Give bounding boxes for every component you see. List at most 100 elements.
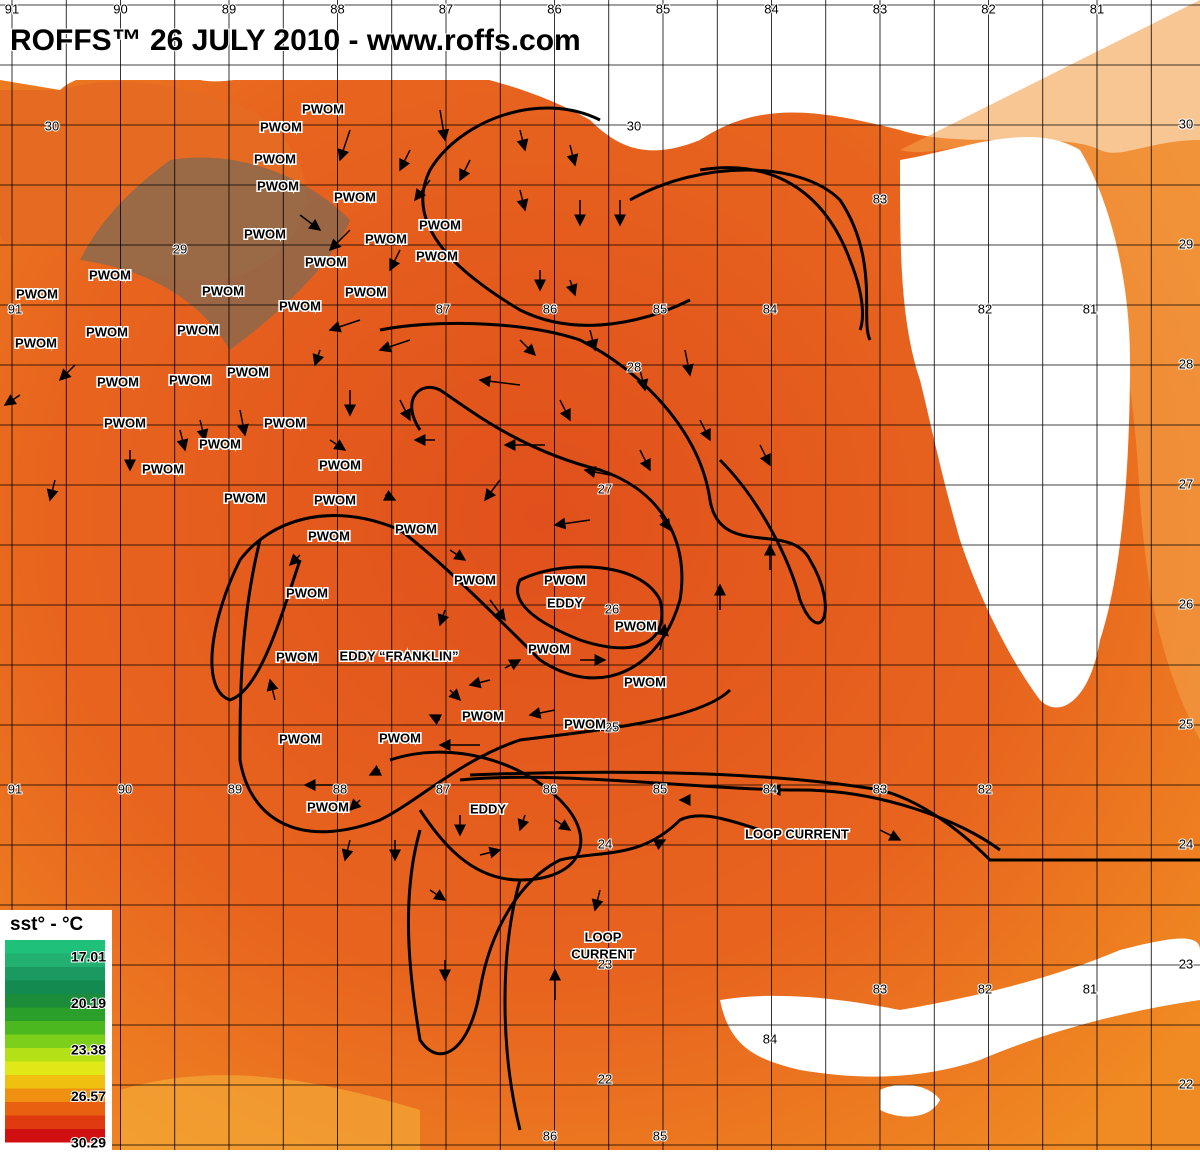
- loop-current: [469, 770, 1200, 862]
- legend-value: 17.01: [71, 949, 106, 965]
- current-arrow: [389, 249, 401, 272]
- front: [629, 168, 872, 341]
- longitude-label: 88: [330, 1, 344, 16]
- legend-band: [5, 1061, 105, 1075]
- annotation: PWOM: [365, 231, 407, 246]
- current-arrow: [639, 449, 651, 472]
- grid-label: 25: [605, 719, 619, 734]
- annotation: LOOP: [585, 929, 622, 944]
- current-arrow: [328, 319, 361, 333]
- grid-label: 81: [1083, 981, 1097, 996]
- current-arrow: [341, 839, 354, 862]
- annotation: CURRENT: [571, 946, 635, 961]
- current-arrow: [414, 179, 431, 202]
- grid-label: 86: [543, 1128, 557, 1143]
- annotation: PWOM: [308, 528, 350, 543]
- current-arrow: [399, 399, 411, 422]
- current-arrow: [3, 394, 21, 406]
- current-arrow: [559, 399, 571, 422]
- annotation: PWOM: [16, 286, 58, 301]
- grid-label: 84: [763, 781, 777, 796]
- legend-bands: 17.01 20.19 23.38 26.57 30.29: [5, 940, 107, 1152]
- legend-band: [5, 1007, 105, 1021]
- annotation: PWOM: [104, 415, 146, 430]
- grid-label: 82: [978, 781, 992, 796]
- latitude-label: 27: [1179, 476, 1193, 491]
- longitude-label: 81: [1090, 1, 1104, 16]
- longitude-label: 91: [5, 1, 19, 16]
- legend-band: [5, 1102, 105, 1116]
- grid-label: 91: [8, 781, 22, 796]
- current-arrow: [428, 714, 443, 726]
- front: [406, 814, 761, 1056]
- grid-label: 88: [333, 781, 347, 796]
- annotation: PWOM: [89, 267, 131, 282]
- eddy-front: [516, 565, 664, 650]
- isla-juventud: [880, 1084, 940, 1117]
- current-arrow: [329, 439, 347, 451]
- grid-label: 81: [1083, 301, 1097, 316]
- grid-label: 22: [598, 1071, 612, 1086]
- current-arrow: [484, 479, 501, 502]
- current-arrow: [566, 144, 579, 167]
- legend-value: 30.29: [71, 1135, 106, 1150]
- legend-band: [5, 967, 105, 981]
- current-arrows: [3, 109, 902, 1000]
- longitude-label: 84: [764, 1, 778, 16]
- current-arrow: [682, 349, 694, 377]
- grid-label: 87: [436, 301, 450, 316]
- annotation: PWOM: [395, 521, 437, 536]
- current-arrow: [176, 429, 189, 452]
- grid-label: 84: [763, 301, 777, 316]
- current-arrow: [519, 339, 537, 357]
- front: [379, 321, 827, 625]
- current-arrow: [759, 444, 771, 467]
- current-arrow: [196, 419, 209, 442]
- longitude-label: 82: [981, 1, 995, 16]
- grid-label: 24: [598, 836, 612, 851]
- grid-label: 91: [8, 301, 22, 316]
- legend-band: [5, 1075, 105, 1089]
- legend-band: [5, 1088, 105, 1102]
- legend-band: [5, 940, 105, 954]
- annotation: PWOM: [279, 731, 321, 746]
- latitude-label: 28: [1179, 356, 1193, 371]
- grid-label: 84: [763, 1031, 777, 1046]
- annotation: PWOM: [544, 572, 586, 587]
- annotation: PWOM: [202, 283, 244, 298]
- grid-label: 83: [873, 781, 887, 796]
- legend-band: [5, 1129, 105, 1143]
- grid-label: 83: [873, 981, 887, 996]
- current-arrow: [583, 466, 611, 478]
- current-arrow: [449, 549, 467, 561]
- longitude-label: 89: [222, 1, 236, 16]
- legend-band: [5, 1115, 105, 1129]
- current-arrow: [58, 364, 76, 382]
- legend-title: sst° - °C: [10, 914, 84, 935]
- current-arrow: [288, 553, 302, 567]
- longitude-label: 85: [656, 1, 670, 16]
- annotation: PWOM: [264, 415, 306, 430]
- legend-band: [5, 994, 105, 1008]
- grid-label: 82: [978, 301, 992, 316]
- current-arrow: [554, 819, 572, 831]
- annotation: PWOM: [307, 799, 349, 814]
- current-arrow: [517, 814, 530, 832]
- current-arrow: [504, 659, 522, 671]
- grid-label: 26: [605, 601, 619, 616]
- annotation: EDDY: [470, 801, 506, 816]
- annotation: PWOM: [257, 178, 299, 193]
- annotation: PWOM: [15, 335, 57, 350]
- grid-label: 30: [627, 118, 641, 133]
- eddy-front: [389, 750, 583, 882]
- annotation: PWOM: [419, 217, 461, 232]
- annotation: PWOM: [260, 119, 302, 134]
- grid-label: 23: [598, 956, 612, 971]
- cuba: [720, 938, 1200, 1077]
- annotation: PWOM: [199, 436, 241, 451]
- grid-label: 85: [653, 1128, 667, 1143]
- legend: sst° - °C 17.01 20.19 23.38 26.57 30.29: [0, 910, 112, 1152]
- grid-label: 90: [118, 781, 132, 796]
